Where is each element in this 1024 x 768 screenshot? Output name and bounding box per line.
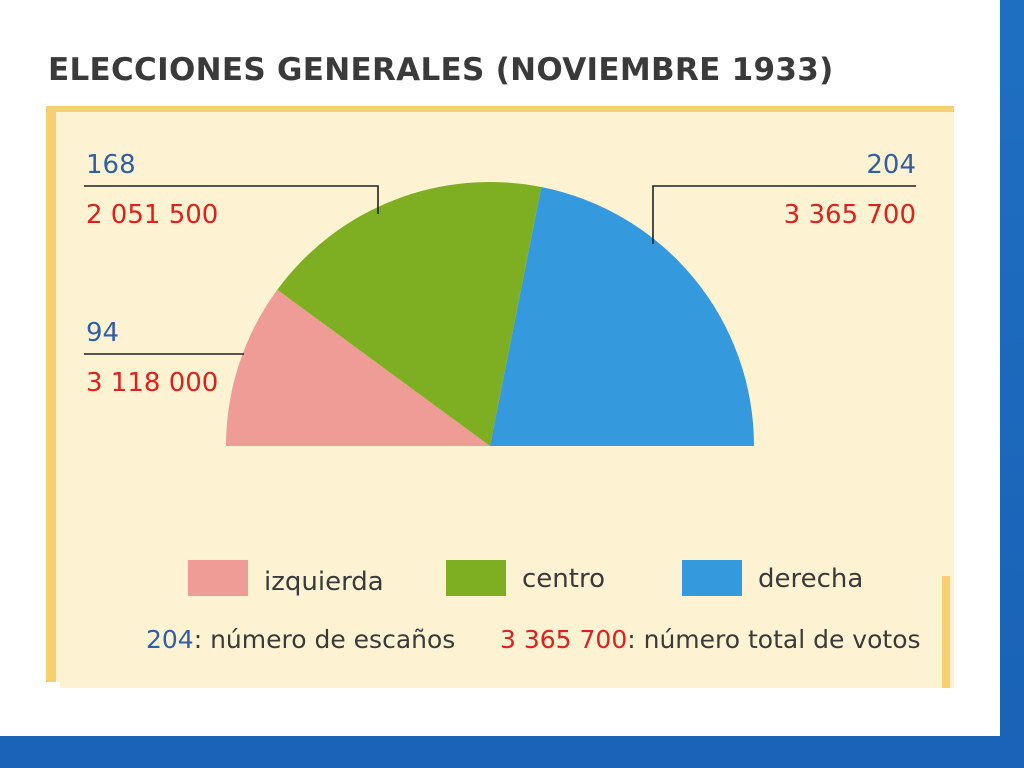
chart-title: ELECCIONES GENERALES (NOVIEMBRE 1933) [48,52,834,88]
panel-right-border-fragment [942,576,950,688]
legend-label-derecha: derecha [758,564,863,594]
leader-line-derecha [652,185,916,244]
legend-swatch-izquierda [188,560,248,596]
data-label-izquierda-votes: 3 118 000 [86,368,218,398]
legend-note-seats-value: 204 [146,625,194,654]
legend-note-votes: 3 365 700: número total de votos [500,625,921,654]
data-label-derecha-seats: 204 [866,150,916,180]
bottom-frame-band [0,736,1024,768]
panel-notch [46,682,60,692]
data-label-derecha-votes: 3 365 700 [784,200,916,230]
legend-label-izquierda: izquierda [264,567,384,597]
data-label-centro-seats: 168 [86,150,136,180]
legend-swatch-derecha [682,560,742,596]
slice-derecha [490,187,754,446]
slice-centro [277,181,542,446]
legend: izquierda centro derecha 204: número de … [146,560,921,654]
right-frame-band [1000,0,1024,768]
leader-lines [84,185,916,355]
legend-note-votes-value: 3 365 700 [500,625,627,654]
legend-swatch-centro [446,560,506,596]
data-label-centro-votes: 2 051 500 [86,200,218,230]
leader-line-centro [84,185,379,214]
pie-slices [226,181,754,446]
legend-note-seats: 204: número de escaños [146,625,455,654]
data-label-izquierda-seats: 94 [86,318,119,348]
slice-izquierda [226,289,490,446]
legend-note-seats-text: : número de escaños [194,625,456,654]
legend-note-votes-text: : número total de votos [627,625,920,654]
legend-label-centro: centro [522,564,605,594]
